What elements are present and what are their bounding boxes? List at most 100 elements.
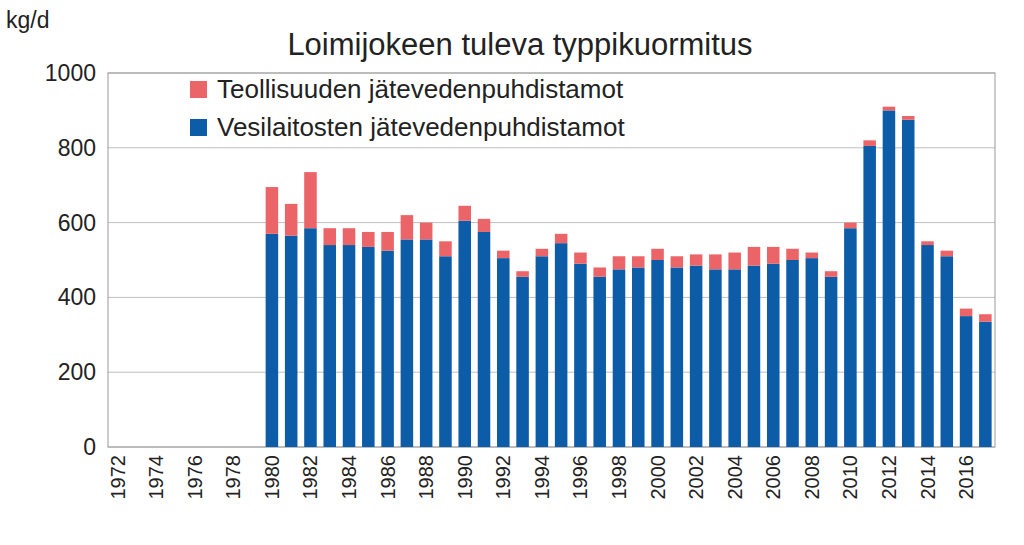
grid-line [108, 297, 995, 298]
bar [863, 140, 876, 146]
bar [439, 241, 452, 256]
x-tick-label: 1992 [492, 455, 514, 500]
plot-frame [108, 73, 995, 447]
bar [921, 241, 934, 245]
bar [304, 172, 317, 228]
bar [381, 251, 394, 447]
x-tick-label: 1982 [299, 455, 321, 500]
bar [323, 228, 336, 245]
bar [806, 258, 819, 447]
bar [439, 256, 452, 447]
bar [420, 239, 433, 447]
x-tick-label: 2008 [801, 455, 823, 500]
bar [613, 269, 626, 447]
bar [844, 223, 857, 229]
bar [748, 247, 761, 266]
bar [343, 228, 356, 245]
bar [863, 146, 876, 447]
bar [806, 253, 819, 259]
y-axis-label: kg/d [6, 7, 49, 33]
x-tick-label: 2006 [762, 455, 784, 500]
x-tick-label: 1986 [377, 455, 399, 500]
legend-swatch [190, 119, 207, 136]
x-tick-label: 1990 [454, 455, 476, 500]
bar [285, 236, 298, 447]
bar [458, 206, 471, 221]
bar [651, 260, 664, 447]
bar [401, 215, 414, 239]
legend-label: Teollisuuden jätevedenpuhdistamot [217, 74, 624, 104]
bar [728, 269, 741, 447]
legend-label: Vesilaitosten jätevedenpuhdistamot [217, 112, 625, 142]
y-tick-label: 400 [58, 284, 96, 310]
bars [266, 107, 992, 447]
bar [613, 256, 626, 269]
grid-line [108, 372, 995, 373]
title: Loimijokeen tuleva typpikuormitus [287, 27, 752, 62]
bar [748, 266, 761, 447]
bar [497, 258, 510, 447]
bar [786, 260, 799, 447]
bar [844, 228, 857, 447]
bar [343, 245, 356, 447]
bar [825, 277, 838, 447]
bar [574, 264, 587, 447]
bar [536, 249, 549, 256]
bar [979, 314, 992, 321]
bar [825, 271, 838, 277]
x-tick-label: 2004 [724, 455, 746, 500]
bar [536, 256, 549, 447]
bar [478, 232, 491, 447]
x-tick-label: 1988 [415, 455, 437, 500]
bar [767, 264, 780, 447]
x-tick-label: 1994 [531, 455, 553, 500]
bar [555, 243, 568, 447]
x-tick-label: 1984 [338, 455, 360, 500]
chart: 0200400600800100019721974197619781980198… [0, 0, 1024, 545]
x-tick-label: 2012 [878, 455, 900, 500]
bar [574, 253, 587, 264]
bar [902, 116, 915, 120]
bar [516, 271, 529, 277]
bar [632, 256, 645, 267]
x-tick-label: 2014 [917, 455, 939, 500]
x-tick-label: 1972 [107, 455, 129, 500]
y-tick-label: 800 [58, 135, 96, 161]
bar [960, 309, 973, 316]
bar [728, 253, 741, 270]
x-tick-label: 1996 [569, 455, 591, 500]
bar [651, 249, 664, 260]
bar [362, 232, 375, 247]
bar [266, 187, 279, 234]
grid-line [108, 147, 995, 148]
bar [478, 219, 491, 232]
x-tick-label: 1974 [145, 455, 167, 500]
x-tick-label: 2000 [647, 455, 669, 500]
bar [381, 232, 394, 251]
bar [902, 120, 915, 447]
bar [593, 277, 606, 447]
x-tick-label: 1978 [222, 455, 244, 500]
bar [555, 234, 568, 243]
bar [323, 245, 336, 447]
bar [671, 256, 684, 267]
bar [458, 221, 471, 447]
bar [883, 110, 896, 447]
bar [786, 249, 799, 260]
y-tick-label: 1000 [45, 60, 96, 86]
bar [709, 254, 722, 269]
x-tick-label: 1976 [184, 455, 206, 500]
bar [979, 322, 992, 447]
bar [960, 316, 973, 447]
bar [593, 267, 606, 276]
bar [690, 266, 703, 447]
x-tick-label: 2002 [685, 455, 707, 500]
bar [266, 234, 279, 447]
bar [632, 267, 645, 447]
bar [883, 107, 896, 111]
bar [420, 223, 433, 240]
bar [516, 277, 529, 447]
y-tick-label: 200 [58, 359, 96, 385]
bar [401, 239, 414, 447]
y-tick-label: 0 [83, 434, 96, 460]
